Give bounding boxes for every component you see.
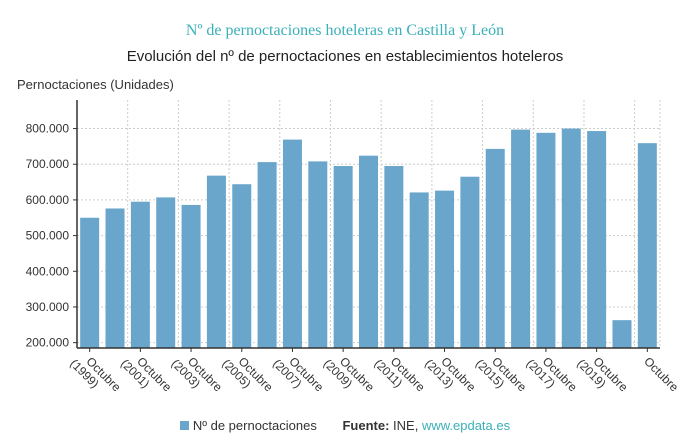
x-tick-label: Octubre(2015) (473, 347, 530, 404)
bar (511, 129, 531, 348)
bar (333, 166, 353, 348)
y-tick-label: 200.000 (26, 336, 70, 350)
x-tick-label: Octubre(2011) (371, 347, 428, 404)
y-tick-label: 600.000 (26, 193, 70, 207)
y-tick-label: 400.000 (26, 264, 70, 278)
bar (206, 175, 226, 348)
bar (409, 192, 429, 348)
source-link[interactable]: www.epdata.es (421, 418, 511, 433)
legend: Nº de pernoctaciones Fuente: INE, www.ep… (0, 418, 690, 433)
x-tick-label: Octubre(1999) (67, 347, 124, 404)
bar (460, 176, 480, 348)
bar (156, 197, 176, 348)
y-axis-label: Pernoctaciones (Unidades) (17, 77, 174, 92)
bar (232, 184, 252, 348)
source-label: Fuente: (342, 418, 390, 433)
source-text: INE, (389, 418, 422, 433)
bar (359, 155, 378, 348)
bar (536, 132, 556, 348)
legend-swatch (179, 421, 189, 430)
bar (181, 204, 201, 348)
legend-label: Nº de pernoctaciones (192, 418, 317, 433)
x-tick-label: Octubre(2017) (524, 347, 581, 404)
x-tick-label: Octubre(2005) (219, 347, 276, 404)
bar (612, 320, 632, 348)
bar (282, 139, 302, 348)
x-tick-label: Octubre(2013) (422, 347, 479, 404)
y-tick-label: 800.000 (26, 122, 70, 136)
bar (80, 217, 100, 348)
bar (105, 208, 125, 348)
x-tick-label: Octubre(2019) (574, 347, 631, 404)
y-tick-label: 700.000 (26, 157, 70, 171)
x-tick-label: Octubre (641, 354, 681, 394)
bar (308, 161, 328, 348)
chart-subtitle: Evolución del nº de pernoctaciones en es… (126, 48, 564, 65)
x-tick-label: Octubre(2009) (321, 347, 378, 404)
chart-title: Nº de pernoctaciones hoteleras en Castil… (185, 22, 505, 39)
y-tick-label: 500.000 (26, 229, 70, 243)
bar (587, 131, 607, 348)
x-tick-label: Octubre(2001) (118, 347, 175, 404)
bar (561, 128, 581, 348)
x-tick-label: Octubre(2007) (270, 347, 327, 404)
bar (130, 201, 150, 348)
bar (257, 162, 277, 348)
x-tick-label: Octubre(2003) (169, 347, 226, 404)
bar (384, 166, 404, 348)
bar (637, 143, 657, 348)
bar (435, 190, 455, 348)
bar (485, 148, 505, 348)
y-tick-label: 300.000 (26, 300, 70, 314)
